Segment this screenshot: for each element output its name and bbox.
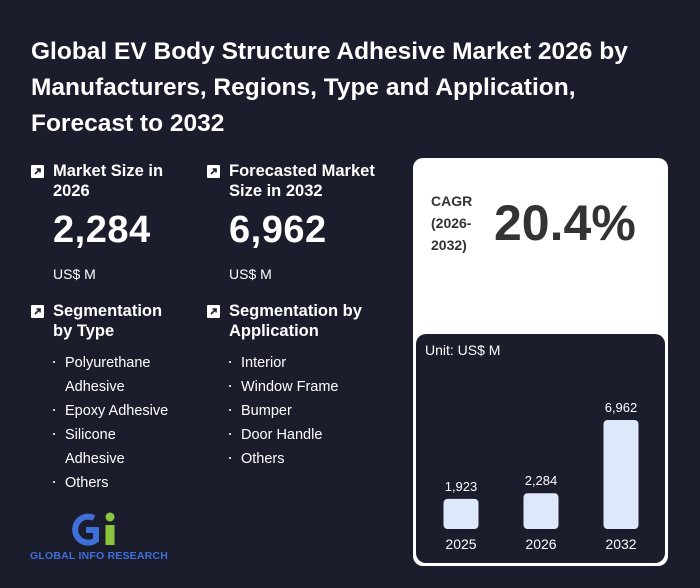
x-tick-2032: 2032 — [605, 536, 636, 552]
cagr-value: 20.4% — [494, 195, 636, 251]
data-label-2025: 1,923 — [445, 479, 478, 494]
list-item: Others — [229, 447, 399, 471]
arrow-up-right-icon — [31, 165, 44, 178]
bar-2026 — [523, 493, 559, 529]
segmentation-type-block: Segmentation by Type Polyurethane Adhesi… — [31, 301, 201, 501]
forecast-unit: US$ M — [229, 266, 272, 282]
bar-2025 — [443, 498, 479, 529]
x-tick-2026: 2026 — [525, 536, 556, 552]
list-item: Others — [53, 471, 178, 495]
cagr-label: CAGR (2026-2032) — [431, 193, 473, 253]
segmentation-type-label: Segmentation by Type — [53, 302, 163, 340]
x-tick-2025: 2025 — [445, 536, 476, 552]
segmentation-application-label: Segmentation by Application — [229, 302, 362, 340]
list-item: Polyurethane Adhesive — [53, 351, 178, 399]
forecast-label: Forecasted Market Size in 2032 — [229, 162, 375, 200]
arrow-up-right-icon — [31, 305, 44, 318]
logo-text: GLOBAL INFO RESEARCH — [30, 550, 168, 562]
list-item: Door Handle — [229, 423, 399, 447]
chart-canvas: 1,923 2025 2,284 2026 6,962 2032 — [443, 400, 639, 552]
data-label-2032: 6,962 — [605, 400, 638, 415]
list-item: Window Frame — [229, 375, 399, 399]
market-size-label: Market Size in 2026 — [53, 162, 164, 200]
market-size-value: 2,284 — [53, 209, 151, 251]
market-size-block: Market Size in 2026 2,284 US$ M — [31, 161, 201, 282]
bar-chart: Unit: US$ M 1,923 2025 2,284 2026 6,962 2032 — [416, 334, 665, 563]
arrow-up-right-icon — [207, 305, 220, 318]
list-item: Interior — [229, 351, 399, 375]
segmentation-application-block: Segmentation by Application Interior Win… — [207, 301, 407, 501]
cagr-card: CAGR (2026-2032) 20.4% Unit: US$ M 1,923… — [413, 158, 668, 566]
forecast-value: 6,962 — [229, 209, 327, 251]
forecast-block: Forecasted Market Size in 2032 6,962 US$… — [207, 161, 407, 282]
logo-mark-icon — [72, 512, 115, 546]
bar-2032 — [603, 420, 639, 529]
segmentation-application-list: Interior Window Frame Bumper Door Handle… — [229, 351, 399, 471]
list-item: Bumper — [229, 399, 399, 423]
list-item: Silicone Adhesive — [53, 423, 178, 471]
page-title: Global EV Body Structure Adhesive Market… — [31, 38, 628, 137]
market-size-unit: US$ M — [53, 266, 96, 282]
global-info-research-logo: GLOBAL INFO RESEARCH — [30, 510, 180, 566]
arrow-up-right-icon — [207, 165, 220, 178]
chart-unit-label: Unit: US$ M — [425, 342, 501, 358]
data-label-2026: 2,284 — [525, 473, 558, 488]
list-item: Epoxy Adhesive — [53, 399, 178, 423]
segmentation-type-list: Polyurethane Adhesive Epoxy Adhesive Sil… — [53, 351, 178, 495]
